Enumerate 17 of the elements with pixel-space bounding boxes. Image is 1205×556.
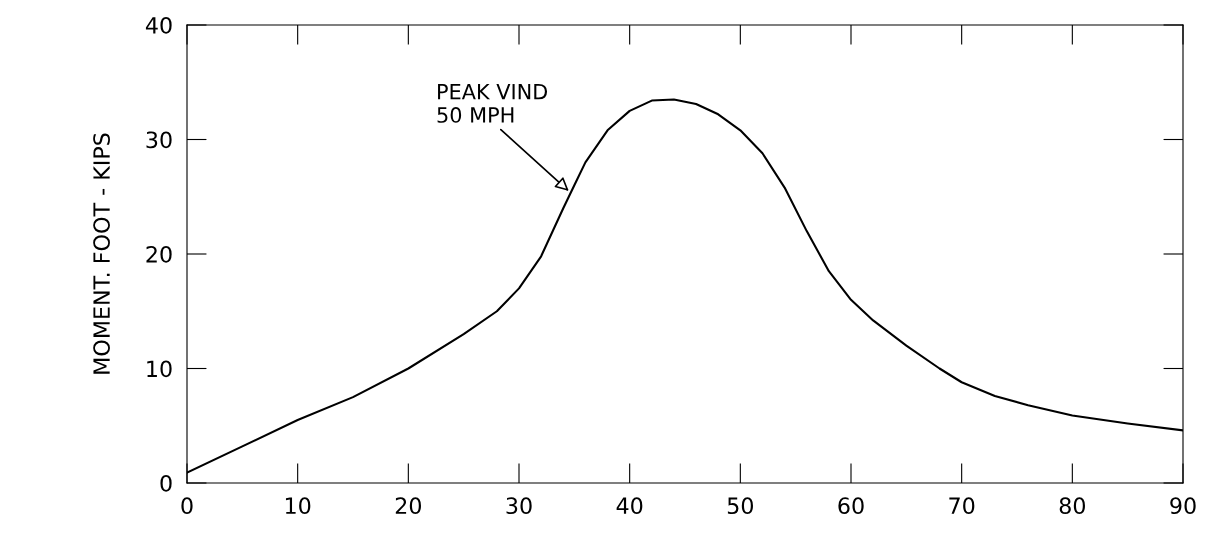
x-tick-label: 90 xyxy=(1170,497,1196,515)
y-tick-label: 20 xyxy=(146,245,172,263)
x-tick-label: 40 xyxy=(616,497,643,515)
y-tick-label: 10 xyxy=(147,360,172,378)
annotation: PEAK VIND 50 MPH xyxy=(437,84,548,123)
y-axis-title: MOMENT. FOOT - KIPS xyxy=(93,133,110,374)
y-tick-label: 40 xyxy=(145,16,172,34)
x-tick-label: 60 xyxy=(838,497,864,515)
y-tick-label: 30 xyxy=(146,131,172,149)
x-tick-label: 0 xyxy=(181,497,193,515)
x-tick-label: 20 xyxy=(395,497,421,515)
x-tick-label: 10 xyxy=(285,497,311,515)
y-tick-label: 0 xyxy=(160,474,172,492)
x-tick-label: 50 xyxy=(727,497,753,515)
x-tick-label: 70 xyxy=(949,497,975,515)
x-tick-label: 80 xyxy=(1059,497,1085,515)
x-tick-label: 30 xyxy=(506,497,532,515)
